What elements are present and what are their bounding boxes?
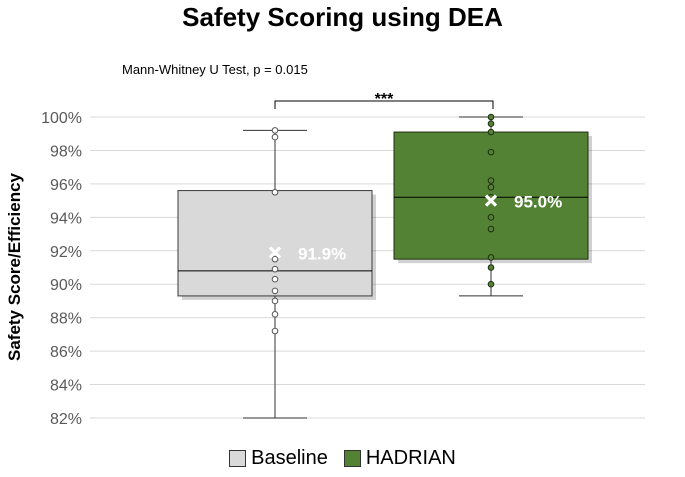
significance-bracket: *** <box>274 91 494 109</box>
data-point <box>487 183 495 191</box>
y-tick-label: 90% <box>50 277 82 294</box>
y-tick-label: 100% <box>41 110 82 127</box>
data-point <box>487 225 495 233</box>
data-point <box>487 280 495 288</box>
mean-marker <box>484 194 498 207</box>
y-tick-label: 86% <box>50 344 82 361</box>
legend-item-baseline: Baseline <box>229 447 328 470</box>
legend-item-hadrian: HADRIAN <box>343 447 456 470</box>
data-point <box>271 255 279 263</box>
y-tick-label: 84% <box>50 378 82 395</box>
boxes: 91.9% 95.0% <box>177 113 592 419</box>
data-point <box>487 264 495 271</box>
data-point <box>487 254 495 261</box>
data-point <box>487 177 495 184</box>
data-point <box>271 327 279 335</box>
legend-swatch-baseline <box>229 450 247 467</box>
data-point <box>271 265 279 273</box>
data-point <box>271 287 279 295</box>
mean-marker <box>268 246 282 259</box>
box-baseline: 91.9% <box>177 127 376 419</box>
data-point <box>271 188 279 196</box>
data-point <box>271 311 279 318</box>
legend-swatch-hadrian <box>343 450 361 467</box>
mean-label: 91.9% <box>298 244 346 263</box>
y-tick-label: 82% <box>50 411 82 428</box>
test-annotation: Mann-Whitney U Test, p = 0.015 <box>122 62 308 77</box>
y-axis-label: Safety Score/Efficiency <box>5 172 24 361</box>
data-point <box>487 113 495 121</box>
y-tick-label: 92% <box>50 244 82 261</box>
legend-label-hadrian: HADRIAN <box>365 447 456 469</box>
y-tick-label: 96% <box>50 177 82 194</box>
data-point <box>487 120 495 127</box>
legend-label-baseline: Baseline <box>251 447 328 469</box>
y-tick-label: 98% <box>50 143 82 160</box>
y-tick-label: 94% <box>50 210 82 227</box>
legend: Baseline HADRIAN <box>0 447 685 470</box>
box-hadrian: 95.0% <box>393 113 592 297</box>
data-point <box>487 214 495 221</box>
data-point <box>271 133 279 141</box>
chart-title: Safety Scoring using DEA <box>182 2 503 32</box>
significance-bracket-line <box>274 100 494 109</box>
data-point <box>271 127 279 134</box>
data-point <box>271 275 279 283</box>
data-point <box>271 297 279 305</box>
data-point <box>487 128 495 136</box>
mean-label: 95.0% <box>514 193 562 212</box>
significance-stars: *** <box>375 91 394 108</box>
y-tick-label: 88% <box>50 311 82 328</box>
data-point <box>487 148 495 156</box>
box-plot: 82% 84% 86% 88% 90% 92% 94% 96% 98% 100% Safety S… <box>5 91 645 428</box>
y-tick-labels: 82% 84% 86% 88% 90% 92% 94% 96% 98% 100% <box>41 110 82 428</box>
